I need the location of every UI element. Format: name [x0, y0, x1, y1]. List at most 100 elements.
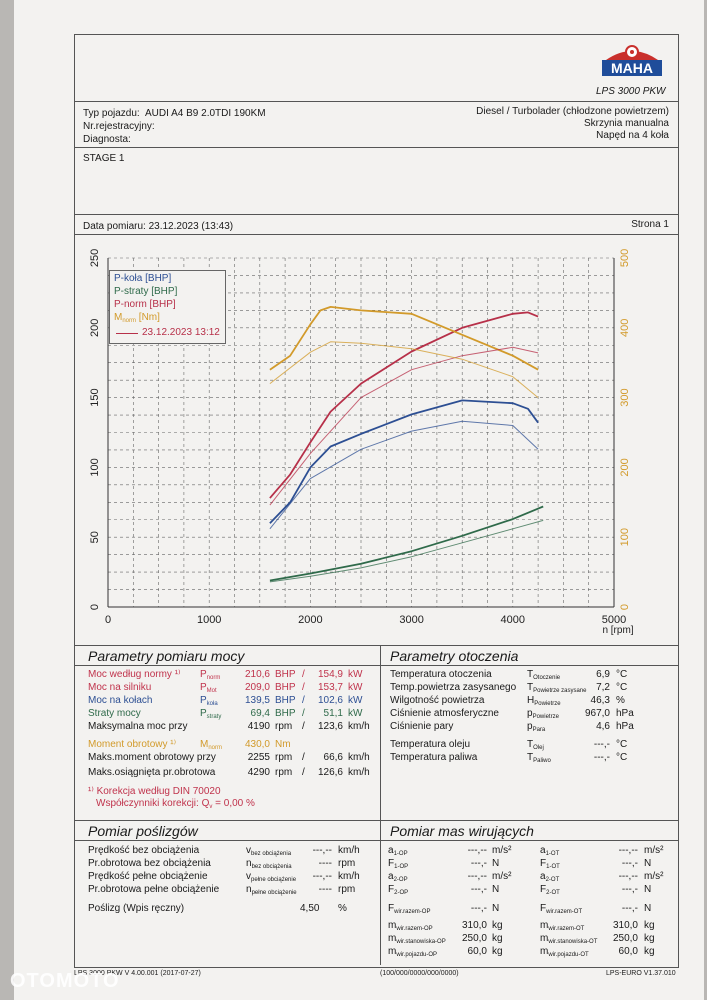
moc-row-symbol-sub: norm [206, 675, 221, 681]
params-moc-note1: ¹⁾ Korekcja według DIN 70020 [88, 786, 221, 797]
slip-row-unit: km/h [338, 871, 360, 882]
moc-row-value1: 209,0 [244, 682, 270, 693]
otoczenie-row-symbol-letter: p [527, 721, 533, 732]
moc-row-unit2: km/h [348, 767, 370, 778]
mass-left-unit: N [492, 858, 500, 869]
otoczenie-row-symbol: pPowietrze [527, 708, 559, 720]
page-label: Strona 1 [631, 219, 669, 230]
legend-date: 23.12.2023 13:12 [142, 327, 220, 338]
mass-right-symbol-letter: a [540, 845, 546, 856]
masy-title: Pomiar mas wirujących [390, 823, 534, 839]
otoczenie-row-value: 6,9 [596, 669, 610, 680]
moc-row-value2: 126,6 [317, 767, 343, 778]
otoczenie-row-symbol-letter: T [527, 669, 534, 680]
moc-row-label: Moc na kołach [88, 695, 153, 706]
note2-text: Współczynniki korekcji: Q [96, 798, 210, 809]
moc-row-unit2: km/h [348, 721, 370, 732]
otoczenie-row-symbol-sub: Olej [533, 745, 544, 751]
mass-left-symbol-sub: 1-OP [394, 864, 409, 870]
moc-row-value2: 66,6 [323, 752, 343, 763]
mass-right-symbol-sub: 1-OT [545, 851, 560, 857]
moc-row-unit2: kW [348, 669, 363, 680]
otoczenie-row-symbol-sub: Paliwo [533, 758, 551, 764]
otoczenie-row-label: Temperatura paliwa [390, 752, 478, 763]
slip-row-symbol: nbez obciążenia [246, 858, 292, 870]
moc-row-label: Moc na silniku [88, 682, 152, 693]
otoczenie-row-unit: °C [616, 739, 628, 750]
mass-left-unit: m/s² [492, 845, 512, 856]
mass-left-symbol: a2-OP [388, 871, 408, 883]
moc-row-value2: 153,7 [317, 682, 343, 693]
moc-row-symbol-letter: P [200, 682, 207, 693]
mass-right-symbol-sub: wir.pojazdu-OT [548, 952, 589, 958]
slip-row-symbol-letter: v [246, 845, 251, 856]
slip-row-value: ---- [318, 858, 332, 869]
otoczenie-row-symbol: TOlej [527, 739, 544, 751]
otoczenie-row-value: ---,- [593, 739, 610, 750]
otoczenie-row-value: 46,3 [590, 695, 610, 706]
x-tick-label: 2000 [298, 614, 322, 626]
mass-right-symbol-sub: wir.razem-OT [548, 926, 585, 932]
mass-right-value: ---,- [621, 884, 638, 895]
otoczenie-row-label: Ciśnienie atmosferyczne [390, 708, 499, 719]
vehicle-type-label: Typ pojazdu: [83, 108, 140, 119]
mass-right-value: ---,- [621, 903, 638, 914]
mass-right-symbol: a2-OT [540, 871, 559, 883]
date-label: Data pomiaru: 23.12.2023 (13:43) [83, 221, 234, 232]
otoczenie-row-value: 967,0 [584, 708, 610, 719]
mass-left-symbol-letter: F [388, 858, 395, 869]
mass-right-symbol-sub: wir.stanowiska-OT [548, 939, 598, 945]
otoczenie-row-symbol-sub: Powietrze [532, 714, 559, 720]
otoczenie-row-unit: hPa [616, 721, 634, 732]
moc-row-value2: 51,1 [323, 708, 343, 719]
slip-row-value: ---,-- [312, 871, 332, 882]
moc-row-unit1: Nm [275, 739, 291, 750]
moc-row-symbol-letter: M [200, 739, 209, 750]
mass-left-symbol-letter: a [388, 845, 394, 856]
mass-left-symbol: F1-OP [388, 858, 408, 870]
moc-row-unit2: kW [348, 708, 363, 719]
panel-vdivider [380, 645, 381, 965]
moc-row-symbol-sub: Mot [206, 688, 217, 694]
legend-m-suffix: [Nm] [136, 312, 160, 323]
y-tick-label-left: 150 [89, 388, 101, 406]
footer-right: LPS-EURO V1.37.010 [606, 970, 676, 977]
maha-logo: MAHA [602, 45, 662, 76]
moc-row-unit1: BHP [275, 695, 296, 706]
series-line-6 [269, 519, 544, 583]
moc-row-label: Straty mocy [88, 708, 141, 719]
slip-row-label: Pr.obrotowa bez obciążenia [88, 858, 211, 869]
slip-row-unit: rpm [338, 884, 356, 895]
x-tick-label: 1000 [197, 614, 221, 626]
series-line-2 [269, 505, 544, 582]
moc-row-value1: 139,5 [244, 695, 270, 706]
otoczenie-row-unit: % [616, 695, 625, 706]
x-axis-label: n [rpm] [602, 625, 633, 636]
mass-left-symbol-letter: m [388, 946, 397, 957]
engine-info: Diesel / Turbolader (chłodzone powietrze… [476, 106, 669, 117]
report-frame [74, 34, 679, 968]
otoczenie-row-symbol-sub: Powietrze zasysane [533, 688, 587, 694]
legend-item-p-norm: P-norm [BHP] [114, 299, 176, 310]
y-tick-label-left: 200 [89, 319, 101, 337]
mass-left-symbol-sub: 1-OP [393, 851, 408, 857]
mass-right-unit: kg [644, 946, 655, 957]
otoczenie-row-symbol: HPowietrze [527, 695, 561, 707]
slip-row-symbol-letter: n [246, 884, 252, 895]
reg-label: Nr.rejestracyjny: [83, 121, 155, 132]
slip-row-label: Prędkość pełne obciążenie [88, 871, 208, 882]
otoczenie-row-symbol-sub: Otoczenie [533, 675, 561, 681]
chart-series [269, 306, 544, 583]
vehicle-type-value: AUDI A4 B9 2.0TDI 190KM [145, 108, 266, 119]
moc-row-value2: 123,6 [317, 721, 343, 732]
otoczenie-row-symbol: TOtoczenie [527, 669, 560, 681]
legend-date-line [116, 333, 138, 334]
slip-title-divider [74, 840, 678, 841]
params-top-divider [74, 645, 678, 646]
otoczenie-row-symbol-letter: T [527, 682, 534, 693]
moc-row-unit1: BHP [275, 669, 296, 680]
moc-row-symbol-letter: P [200, 708, 207, 719]
otoczenie-row-value: ---,- [593, 752, 610, 763]
moc-row-symbol-sub: koła [206, 701, 218, 707]
stage-divider [74, 214, 678, 215]
